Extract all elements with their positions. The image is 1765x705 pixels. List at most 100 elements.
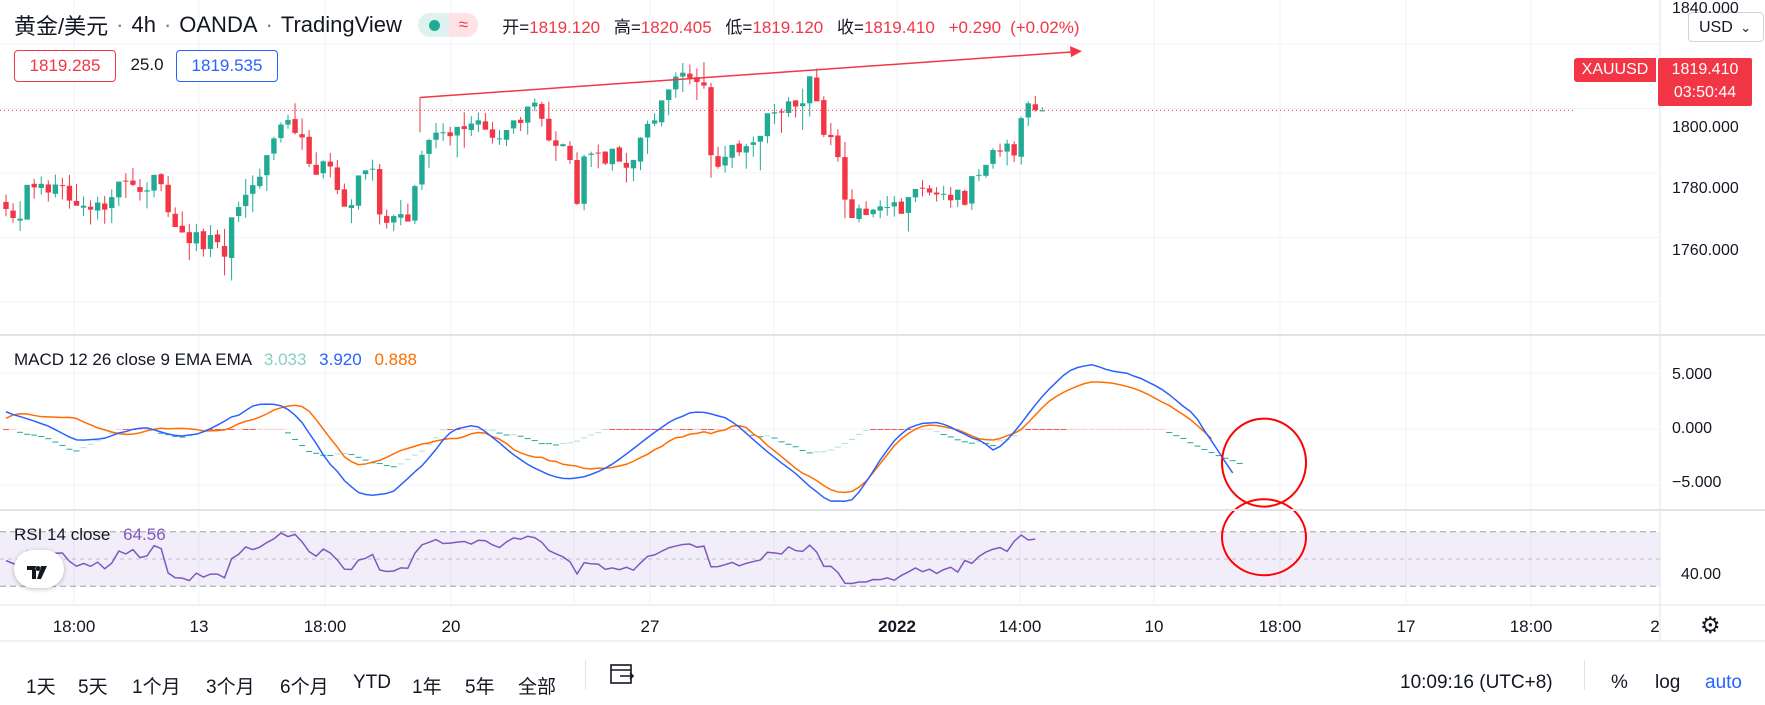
macd-histogram-bar bbox=[1194, 445, 1201, 447]
macd-histogram-bar bbox=[545, 443, 552, 445]
last-price-value: 1819.410 bbox=[1671, 61, 1739, 78]
candle-body bbox=[1032, 104, 1038, 111]
candle-body bbox=[898, 201, 905, 214]
candle-body bbox=[17, 218, 23, 221]
candle-body bbox=[285, 120, 291, 125]
macd-histogram-bar bbox=[715, 429, 722, 430]
drawing-annotations[interactable] bbox=[419, 46, 1307, 577]
candle-body bbox=[884, 207, 890, 209]
candle-body bbox=[80, 205, 87, 208]
time-axis-tick: 27 bbox=[640, 617, 660, 636]
candle-body bbox=[912, 189, 919, 198]
macd-histogram-bar bbox=[975, 440, 982, 442]
range-button-5d[interactable]: 5天 bbox=[78, 677, 108, 698]
candle-body bbox=[581, 156, 587, 204]
candle-body bbox=[468, 123, 474, 131]
macd-histogram-bar bbox=[602, 429, 609, 430]
candle-body bbox=[778, 111, 785, 113]
time-axis-tick: 18:00 bbox=[303, 617, 347, 636]
candlestick-series bbox=[0, 62, 1574, 281]
macd-histogram-bar bbox=[17, 431, 24, 433]
macd-histogram-bar bbox=[877, 429, 884, 430]
spread-value: 25.0 bbox=[127, 50, 167, 80]
macd-histogram-bar bbox=[115, 429, 122, 430]
macd-histogram-bar bbox=[1145, 429, 1152, 430]
macd-axis-tick: 0.000 bbox=[1672, 420, 1713, 437]
macd-histogram-bar bbox=[475, 429, 482, 430]
range-button-6m[interactable]: 6个月 bbox=[280, 677, 329, 698]
candle-body bbox=[376, 169, 383, 215]
macd-histogram-bar bbox=[757, 436, 764, 438]
time-axis-tick: 20 bbox=[441, 617, 461, 636]
macd-histogram-bar bbox=[623, 429, 630, 430]
macd-histogram-bar bbox=[59, 444, 66, 446]
macd-legend: MACD 12 26 close 9 EMA EMA 3.033 3.920 0… bbox=[14, 350, 417, 370]
close-value: 1819.410 bbox=[863, 17, 935, 37]
candle-body bbox=[877, 206, 883, 211]
clock-timezone[interactable]: 10:09:16 (UTC+8) bbox=[1400, 672, 1553, 693]
range-button-ytd[interactable]: YTD bbox=[353, 672, 391, 693]
candle-body bbox=[997, 150, 1003, 152]
interval-label[interactable]: 4h bbox=[131, 12, 156, 37]
symbol-title[interactable]: 黄金/美元 bbox=[14, 14, 109, 39]
percent-scale-button[interactable]: % bbox=[1611, 672, 1628, 693]
rsi-title[interactable]: RSI 14 close bbox=[14, 525, 111, 544]
candle-body bbox=[461, 126, 467, 130]
macd-histogram-bar bbox=[24, 433, 31, 435]
sell-button[interactable]: 1819.285 bbox=[14, 50, 116, 82]
candle-body bbox=[299, 134, 305, 138]
open-value: 1819.120 bbox=[529, 17, 601, 37]
toolbar-divider bbox=[1584, 660, 1585, 690]
trend-arrow-head bbox=[1070, 46, 1082, 58]
candle-body bbox=[405, 214, 411, 222]
macd-histogram-bar bbox=[355, 456, 362, 458]
ohlc-readout: 开=1819.120 高=1820.405 低=1819.120 收=1819.… bbox=[502, 13, 1088, 38]
macd-histogram-bar bbox=[1011, 435, 1018, 437]
currency-selector[interactable]: USD ⌄ bbox=[1688, 12, 1764, 42]
time-axis-tick: 10 bbox=[1144, 617, 1164, 636]
macd-histogram-bar bbox=[10, 429, 17, 430]
macd-histogram-bar bbox=[447, 429, 454, 430]
range-button-1m[interactable]: 1个月 bbox=[132, 677, 181, 698]
candle-body bbox=[525, 106, 531, 123]
candle-body bbox=[116, 181, 122, 198]
buy-button[interactable]: 1819.535 bbox=[176, 50, 278, 82]
chevron-down-icon: ⌄ bbox=[1740, 20, 1752, 35]
candle-body bbox=[94, 202, 101, 211]
range-button-1y[interactable]: 1年 bbox=[412, 677, 442, 698]
candle-body bbox=[73, 200, 80, 206]
candle-body bbox=[475, 120, 482, 125]
candle-body bbox=[546, 118, 552, 141]
goto-date-button[interactable] bbox=[608, 660, 636, 693]
candle-body bbox=[130, 180, 136, 185]
candle-body bbox=[179, 225, 185, 233]
range-button-3m[interactable]: 3个月 bbox=[206, 677, 255, 698]
market-status-pill[interactable]: ≈ bbox=[417, 13, 479, 37]
macd-histogram-bar bbox=[863, 429, 870, 431]
candle-body bbox=[144, 190, 150, 192]
macd-histogram-bar bbox=[990, 445, 996, 447]
range-button-1d[interactable]: 1天 bbox=[26, 677, 56, 698]
macd-histogram-bar bbox=[482, 429, 489, 430]
range-button-all[interactable]: 全部 bbox=[518, 677, 557, 698]
macd-title[interactable]: MACD 12 26 close 9 EMA EMA bbox=[14, 350, 252, 369]
macd-histogram-bar bbox=[665, 429, 672, 430]
macd-histogram-bar bbox=[299, 445, 306, 447]
separator-dot: · bbox=[163, 12, 172, 37]
log-scale-button[interactable]: log bbox=[1655, 672, 1681, 693]
macd-histogram-bar bbox=[1215, 455, 1222, 457]
macd-histogram-bar bbox=[637, 429, 644, 430]
macd-histogram-bar bbox=[813, 451, 820, 453]
candle-body bbox=[940, 193, 947, 195]
candle-body bbox=[165, 184, 171, 213]
auto-scale-button[interactable]: auto bbox=[1705, 672, 1742, 693]
settings-gear-icon[interactable]: ⚙ bbox=[1700, 612, 1721, 638]
candle-body bbox=[962, 190, 968, 205]
range-button-5y[interactable]: 5年 bbox=[465, 677, 495, 698]
tradingview-logo[interactable] bbox=[14, 550, 64, 588]
candle-body bbox=[821, 100, 827, 135]
time-axis-tick: 13 bbox=[189, 617, 209, 636]
price-axis-tick: 1800.000 bbox=[1672, 119, 1739, 136]
candle-body bbox=[243, 194, 249, 207]
